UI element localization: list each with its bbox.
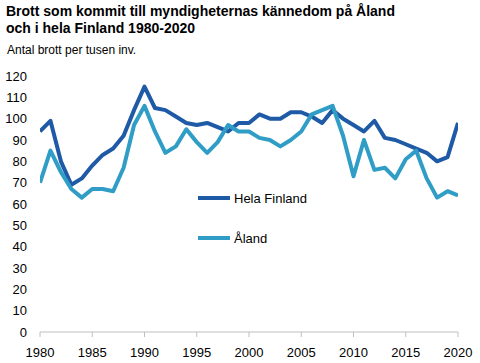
chart: Brott som kommit till myndigheternas kän… xyxy=(0,0,480,363)
x-tick-label: 2010 xyxy=(339,345,368,360)
legend-label: Åland xyxy=(234,231,267,246)
title: Brott som kommit till myndigheternas kän… xyxy=(6,3,395,36)
x-tick xyxy=(405,332,406,337)
series-line xyxy=(40,106,458,198)
subtitle: Antal brott per tusen inv. xyxy=(7,43,136,57)
y-tick-label: 120 xyxy=(5,69,27,84)
x-tick xyxy=(196,332,197,337)
y-tick-label: 40 xyxy=(13,239,27,254)
x-tick-label: 1985 xyxy=(78,345,107,360)
x-tick xyxy=(249,332,250,337)
x-tick xyxy=(353,332,354,337)
x-tick-label: 2015 xyxy=(391,345,420,360)
series-line xyxy=(40,87,458,185)
x-tick xyxy=(92,332,93,337)
y-tick-label: 30 xyxy=(13,261,27,276)
x-tick xyxy=(144,332,145,337)
x-tick-label: 2005 xyxy=(287,345,316,360)
y-tick-label: 50 xyxy=(13,218,27,233)
legend-swatch xyxy=(198,236,230,240)
title-line: Brott som kommit till myndigheternas kän… xyxy=(6,3,395,19)
y-tick-label: 10 xyxy=(13,303,27,318)
x-tick-label: 2000 xyxy=(235,345,264,360)
y-tick-label: 60 xyxy=(13,197,27,212)
x-tick xyxy=(458,332,459,337)
x-tick xyxy=(40,332,41,337)
title-line: och i hela Finland 1980-2020 xyxy=(6,20,195,36)
plot-area xyxy=(40,87,458,198)
y-tick-label: 70 xyxy=(13,175,27,190)
legend-label: Hela Finland xyxy=(234,191,307,206)
y-tick-label: 110 xyxy=(6,90,27,105)
y-tick-label: 100 xyxy=(5,111,27,126)
legend-swatch xyxy=(198,196,230,200)
x-tick-label: 1990 xyxy=(130,345,159,360)
x-tick-label: 1980 xyxy=(26,345,55,360)
x-tick-label: 2020 xyxy=(444,345,473,360)
y-tick-label: 90 xyxy=(13,133,27,148)
x-tick-label: 1995 xyxy=(182,345,211,360)
x-tick xyxy=(301,332,302,337)
y-tick-label: 20 xyxy=(13,282,27,297)
y-tick-label: 0 xyxy=(20,325,27,340)
y-tick-label: 80 xyxy=(13,154,27,169)
